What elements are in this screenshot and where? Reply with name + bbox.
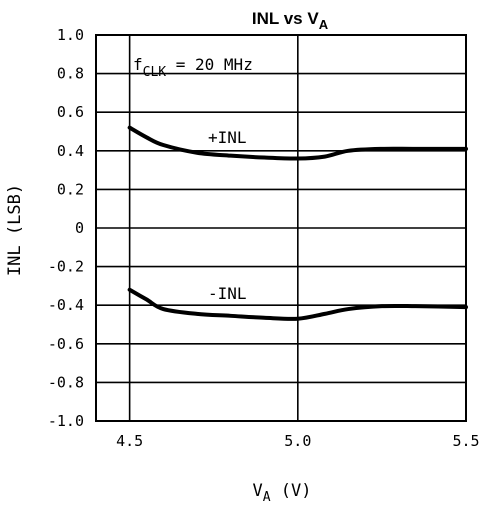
y-tick-label: 1.0 [57, 26, 84, 44]
x-tick-label: 5.0 [284, 432, 311, 450]
y-tick-label: -0.8 [48, 373, 84, 391]
tick-layer: -1.0 -0.8 -0.6 -0.4 -0.2 0 0.2 0.4 0.6 0.8 1.0 4.5 5… [48, 26, 480, 450]
chart-title: INL vs VA [252, 9, 329, 32]
minus-inl-label: -INL [208, 284, 247, 303]
grid-layer [96, 34, 467, 422]
y-tick-label: 0.2 [57, 180, 84, 198]
series-layer [127, 125, 468, 321]
y-tick-label: 0.8 [57, 65, 84, 83]
x-axis-label: VA (V) [252, 481, 311, 505]
x-tick-label: 4.5 [116, 432, 143, 450]
plus-inl-label: +INL [208, 128, 247, 147]
y-tick-label: -0.2 [48, 258, 84, 276]
y-tick-label: 0.4 [57, 142, 84, 160]
minus_inl-line [127, 287, 468, 321]
y-tick-label: 0.6 [57, 103, 84, 121]
y-tick-label: -1.0 [48, 412, 84, 430]
y-axis-label: INL (LSB) [5, 184, 25, 276]
x-tick-label: 5.5 [452, 432, 479, 450]
condition-annotation: fCLK = 20 MHz [133, 55, 253, 80]
y-tick-label: -0.4 [48, 296, 84, 314]
y-tick-label: 0 [75, 219, 84, 237]
plus_inl-line [127, 125, 468, 161]
y-tick-label: -0.6 [48, 335, 84, 353]
